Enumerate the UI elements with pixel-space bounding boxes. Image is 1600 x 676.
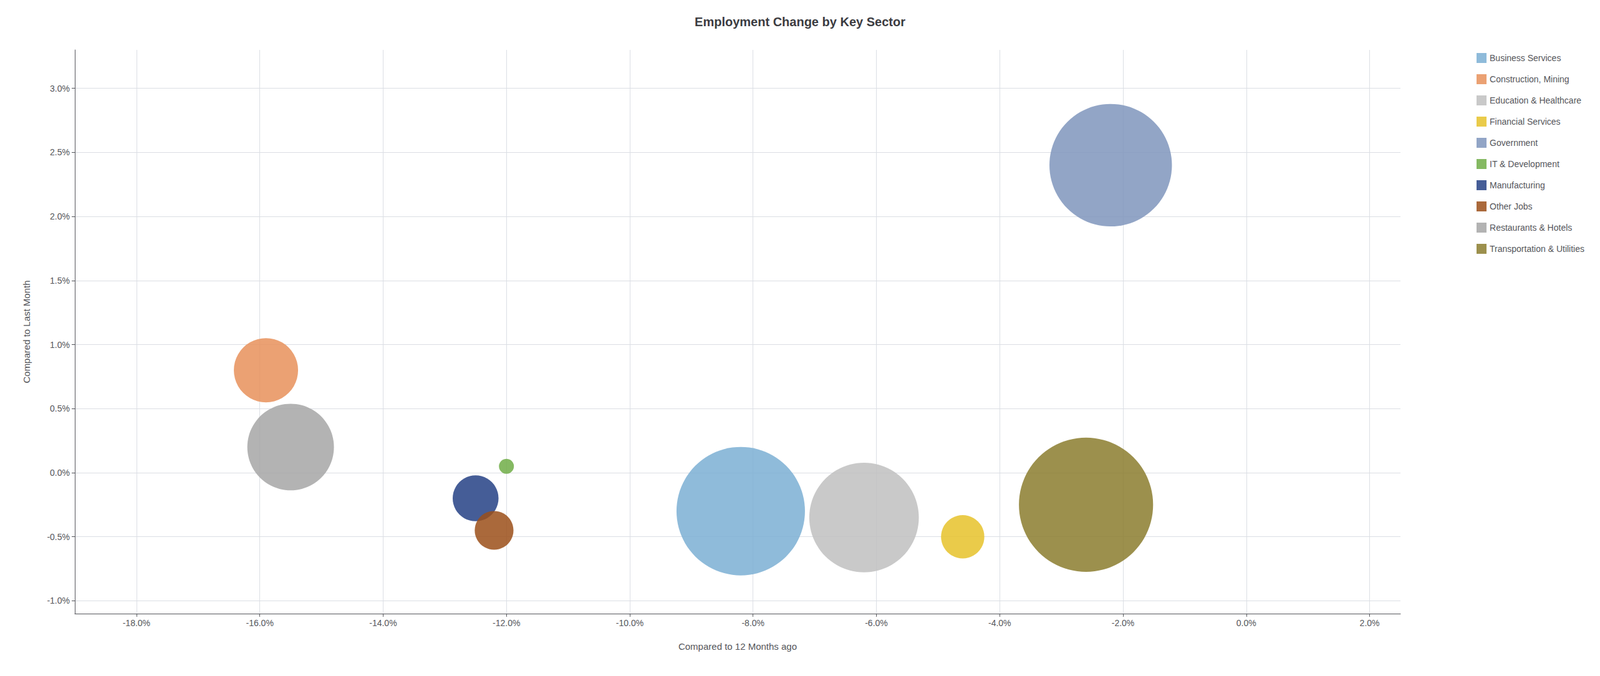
svg-text:-6.0%: -6.0% (864, 617, 888, 628)
svg-text:-18.0%: -18.0% (122, 617, 151, 628)
svg-text:Government: Government (1489, 137, 1538, 148)
svg-text:0.5%: 0.5% (49, 403, 70, 414)
svg-text:Transportation & Utilities: Transportation & Utilities (1489, 243, 1585, 254)
svg-text:Business Services: Business Services (1489, 53, 1561, 63)
svg-text:-4.0%: -4.0% (988, 617, 1012, 628)
svg-text:Restaurants & Hotels: Restaurants & Hotels (1489, 222, 1572, 233)
svg-text:-12.0%: -12.0% (492, 617, 521, 628)
svg-text:Education & Healthcare: Education & Healthcare (1489, 95, 1582, 106)
svg-text:1.5%: 1.5% (49, 275, 70, 286)
svg-text:Construction, Mining: Construction, Mining (1489, 74, 1570, 85)
svg-text:0.0%: 0.0% (49, 467, 70, 478)
svg-text:1.0%: 1.0% (49, 339, 70, 350)
svg-text:-8.0%: -8.0% (741, 617, 765, 628)
svg-text:-2.0%: -2.0% (1111, 617, 1135, 628)
svg-text:IT & Development: IT & Development (1489, 159, 1560, 169)
svg-text:Manufacturing: Manufacturing (1489, 180, 1546, 191)
svg-text:2.0%: 2.0% (1359, 617, 1380, 628)
svg-text:Compared to Last Month: Compared to Last Month (21, 279, 32, 383)
svg-text:Employment Change by Key Secto: Employment Change by Key Sector (694, 14, 906, 29)
svg-text:Financial Services: Financial Services (1489, 116, 1561, 127)
svg-text:2.5%: 2.5% (49, 147, 70, 158)
svg-text:-0.5%: -0.5% (46, 531, 70, 542)
svg-text:3.0%: 3.0% (49, 83, 70, 94)
svg-text:-16.0%: -16.0% (245, 617, 274, 628)
svg-text:Compared to 12 Months ago: Compared to 12 Months ago (678, 640, 797, 652)
svg-text:-14.0%: -14.0% (369, 617, 397, 628)
svg-text:-10.0%: -10.0% (616, 617, 644, 628)
svg-text:2.0%: 2.0% (49, 211, 70, 222)
svg-text:-1.0%: -1.0% (46, 595, 70, 606)
svg-text:Other Jobs: Other Jobs (1489, 201, 1533, 212)
svg-text:0.0%: 0.0% (1236, 617, 1257, 628)
